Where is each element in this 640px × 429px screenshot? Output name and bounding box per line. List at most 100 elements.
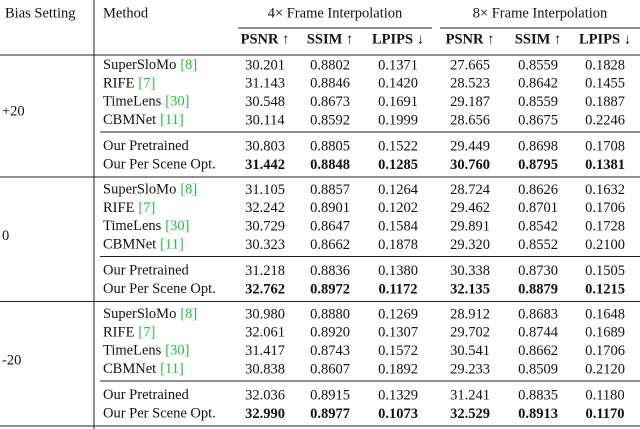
bias-label: -20 — [2, 352, 21, 368]
value-cell: 30.729 — [245, 218, 285, 234]
value-cell: 0.8802 — [310, 57, 350, 73]
header-metric: PSNR ↑ — [241, 31, 290, 47]
value-cell: 31.143 — [245, 76, 285, 92]
method-cell: Our Per Scene Opt. — [103, 281, 216, 297]
value-cell: 0.1691 — [378, 94, 418, 110]
citation: [30] — [165, 218, 189, 234]
value-cell: 0.8880 — [310, 306, 350, 322]
method-cell: Our Pretrained — [103, 387, 190, 403]
value-cell: 0.8701 — [518, 200, 558, 216]
value-cell: 0.1999 — [378, 112, 418, 128]
method-cell: Our Per Scene Opt. — [103, 406, 216, 422]
value-cell: 0.8662 — [518, 343, 558, 359]
method-cell: SuperSloMo [8] — [103, 57, 197, 73]
header-method: Method — [103, 5, 149, 21]
value-cell: 0.8662 — [310, 237, 350, 253]
bias-label: +20 — [2, 103, 25, 119]
method-name: Our Pretrained — [103, 387, 190, 403]
value-cell: 29.449 — [450, 138, 490, 154]
value-cell: 0.8857 — [310, 182, 350, 198]
value-cell: 0.8559 — [518, 57, 558, 73]
header-metric: LPIPS ↓ — [372, 31, 424, 47]
value-cell: 0.1892 — [378, 361, 418, 377]
value-cell: 28.523 — [450, 76, 490, 92]
value-cell: 31.218 — [245, 263, 285, 279]
method-name: TimeLens — [103, 218, 162, 234]
method-cell: CBMNet [11] — [103, 237, 184, 253]
value-cell: 0.1285 — [378, 157, 418, 173]
citation: [11] — [160, 361, 184, 377]
value-cell: 0.8509 — [518, 361, 558, 377]
citation: [8] — [180, 57, 197, 73]
header-metric: LPIPS ↓ — [579, 31, 631, 47]
value-cell: 0.1728 — [585, 218, 625, 234]
value-cell: 0.1172 — [378, 281, 417, 297]
value-cell: 0.8795 — [518, 157, 558, 173]
citation: [8] — [180, 306, 197, 322]
value-cell: 31.442 — [245, 157, 285, 173]
value-cell: 0.1706 — [585, 200, 625, 216]
value-cell: 32.990 — [245, 406, 285, 422]
value-cell: 28.656 — [450, 112, 490, 128]
value-cell: 0.1307 — [378, 325, 418, 341]
value-cell: 0.1572 — [378, 343, 418, 359]
method-name: SuperSloMo — [103, 182, 176, 198]
value-cell: 0.1708 — [585, 138, 625, 154]
value-cell: 30.541 — [450, 343, 490, 359]
citation: [7] — [138, 76, 155, 92]
value-cell: 0.1371 — [378, 57, 418, 73]
value-cell: 32.529 — [450, 406, 490, 422]
header-bias: Bias Setting — [5, 5, 76, 21]
value-cell: 30.548 — [245, 94, 285, 110]
header-span: 8× Frame Interpolation — [473, 5, 608, 21]
value-cell: 30.980 — [245, 306, 285, 322]
value-cell: 0.8901 — [310, 200, 350, 216]
value-cell: 0.1202 — [378, 200, 418, 216]
value-cell: 29.462 — [450, 200, 490, 216]
method-cell: TimeLens [30] — [103, 218, 189, 234]
value-cell: 0.2100 — [585, 237, 625, 253]
value-cell: 0.8836 — [310, 263, 350, 279]
header-metric: SSIM ↑ — [515, 31, 561, 47]
value-cell: 0.8743 — [310, 343, 350, 359]
method-name: TimeLens — [103, 343, 162, 359]
value-cell: 0.8673 — [310, 94, 350, 110]
value-cell: 0.8647 — [310, 218, 350, 234]
value-cell: 0.1584 — [378, 218, 419, 234]
method-cell: RIFE [7] — [103, 200, 155, 216]
method-cell: RIFE [7] — [103, 325, 155, 341]
value-cell: 0.8626 — [518, 182, 558, 198]
method-name: RIFE — [103, 200, 135, 216]
value-cell: 32.036 — [245, 387, 285, 403]
method-name: SuperSloMo — [103, 57, 176, 73]
value-cell: 0.1648 — [585, 306, 625, 322]
value-cell: 30.323 — [245, 237, 285, 253]
value-cell: 28.724 — [450, 182, 491, 198]
value-cell: 0.8846 — [310, 76, 350, 92]
method-name: Our Pretrained — [103, 138, 190, 154]
value-cell: 0.8977 — [310, 406, 350, 422]
value-cell: 0.8698 — [518, 138, 558, 154]
value-cell: 0.1264 — [378, 182, 419, 198]
value-cell: 0.8744 — [518, 325, 559, 341]
citation: [11] — [160, 237, 184, 253]
value-cell: 32.061 — [245, 325, 285, 341]
value-cell: 31.417 — [245, 343, 285, 359]
value-cell: 0.8559 — [518, 94, 558, 110]
value-cell: 0.8972 — [310, 281, 350, 297]
method-cell: Our Pretrained — [103, 263, 190, 279]
value-cell: 0.1380 — [378, 263, 418, 279]
header-metric: SSIM ↑ — [307, 31, 353, 47]
value-cell: 30.803 — [245, 138, 285, 154]
value-cell: 29.233 — [450, 361, 490, 377]
value-cell: 29.891 — [450, 218, 490, 234]
bias-label: 0 — [2, 228, 9, 244]
value-cell: 0.8879 — [518, 281, 558, 297]
value-cell: 0.1170 — [585, 406, 624, 422]
method-name: Our Per Scene Opt. — [103, 157, 216, 173]
value-cell: 0.1887 — [585, 94, 625, 110]
value-cell: 31.105 — [245, 182, 285, 198]
value-cell: 0.1632 — [585, 182, 625, 198]
value-cell: 0.8542 — [518, 218, 558, 234]
value-cell: 0.8607 — [310, 361, 350, 377]
